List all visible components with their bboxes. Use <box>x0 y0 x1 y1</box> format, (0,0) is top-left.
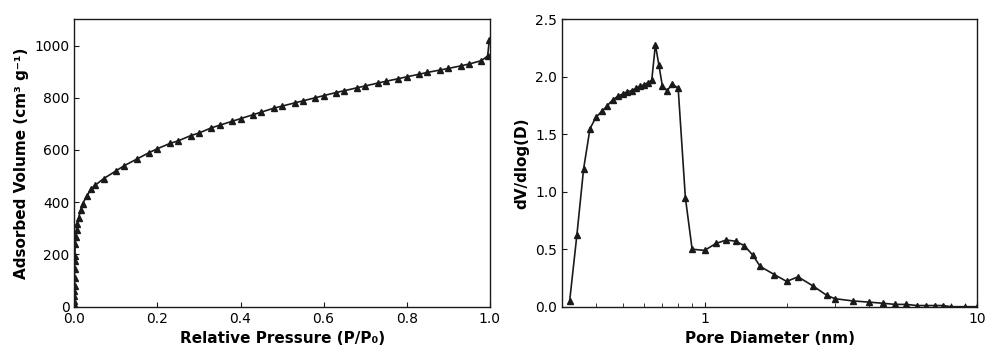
X-axis label: Pore Diameter (nm): Pore Diameter (nm) <box>685 331 855 346</box>
X-axis label: Relative Pressure (P/P₀): Relative Pressure (P/P₀) <box>180 331 385 346</box>
Y-axis label: dV/dlog(D): dV/dlog(D) <box>515 117 530 209</box>
Y-axis label: Adsorbed Volume (cm³ g⁻¹): Adsorbed Volume (cm³ g⁻¹) <box>14 48 29 279</box>
